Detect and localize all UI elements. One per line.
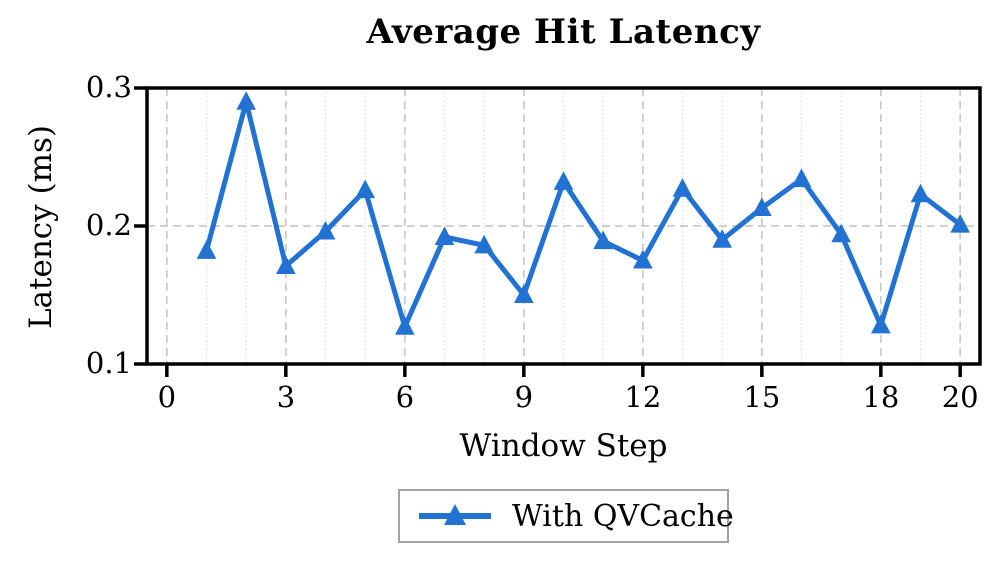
x-tick-label: 15: [743, 380, 781, 414]
data-point-marker: [950, 214, 970, 233]
data-point-marker: [276, 255, 296, 275]
data-point-marker: [196, 240, 217, 259]
data-point-marker: [553, 171, 574, 190]
data-point-marker: [474, 234, 494, 254]
data-point-marker: [910, 183, 931, 203]
x-tick-label: 18: [862, 380, 900, 414]
y-tick-label: 0.3: [85, 70, 132, 104]
legend-box: With QVCache: [398, 489, 734, 543]
x-tick-label: 3: [276, 380, 296, 414]
data-point-marker: [355, 179, 375, 199]
y-tick-label: 0.1: [85, 346, 132, 380]
data-point-marker: [752, 197, 772, 217]
data-point-marker: [712, 229, 732, 248]
plot-frame: [145, 86, 982, 366]
data-point-marker: [831, 223, 851, 243]
legend-item-label: With QVCache: [512, 498, 734, 534]
series-line: [204, 99, 963, 330]
y-tick-label: 0.2: [85, 208, 132, 242]
x-tick-label: 20: [941, 380, 979, 414]
x-axis-label: Window Step: [459, 428, 668, 464]
data-point-marker: [791, 168, 812, 188]
data-point-marker: [236, 91, 256, 110]
chart-title: Average Hit Latency: [366, 12, 761, 52]
x-tick-label: 6: [395, 380, 415, 414]
data-point-marker: [434, 226, 455, 246]
data-point-marker: [871, 314, 891, 334]
x-tick-label: 0: [157, 380, 177, 414]
data-point-marker: [672, 178, 693, 197]
data-point-marker: [315, 220, 336, 240]
data-point-marker: [514, 284, 534, 303]
x-tick-label: 12: [624, 380, 662, 414]
data-point-marker: [395, 316, 415, 335]
legend-line-marker-icon: [419, 504, 491, 525]
x-tick-label: 9: [514, 380, 534, 414]
data-point-marker: [633, 249, 653, 269]
data-point-marker: [593, 230, 613, 250]
